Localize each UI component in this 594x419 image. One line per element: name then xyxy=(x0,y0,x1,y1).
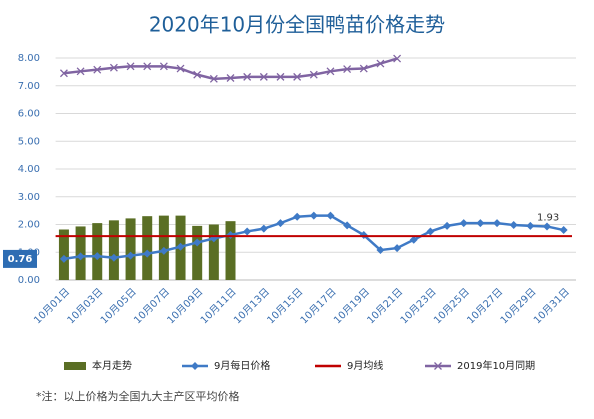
point xyxy=(276,219,285,228)
chart-title: 2020年10月份全国鸭苗价格走势 xyxy=(149,13,445,37)
point xyxy=(76,252,85,261)
point xyxy=(393,54,402,63)
point xyxy=(443,221,452,230)
y-tick-label: 3.00 xyxy=(18,192,40,203)
bar xyxy=(125,218,136,280)
point xyxy=(126,251,135,260)
legend-label: 本月走势 xyxy=(92,359,132,372)
point xyxy=(434,362,442,370)
point xyxy=(309,70,318,79)
legend-label: 2019年10月同期 xyxy=(457,359,535,372)
y-tick-label: 4.00 xyxy=(18,164,40,175)
point xyxy=(93,65,102,74)
point xyxy=(59,254,68,263)
y-tick-label: 7.00 xyxy=(18,81,40,92)
point xyxy=(293,212,302,221)
point xyxy=(109,253,118,262)
legend-label: 9月每日价格 xyxy=(214,359,270,372)
point xyxy=(393,244,402,253)
point xyxy=(193,70,202,79)
point xyxy=(226,74,235,82)
point xyxy=(459,219,468,228)
data-label: 1.93 xyxy=(537,212,559,223)
bar xyxy=(58,229,69,280)
legend-swatch xyxy=(64,362,86,370)
bar xyxy=(208,224,219,280)
point xyxy=(343,65,352,74)
point xyxy=(426,227,435,236)
bar xyxy=(192,225,203,280)
y-tick-label: 2.00 xyxy=(18,220,40,231)
point xyxy=(526,221,535,230)
point xyxy=(176,64,185,73)
point xyxy=(476,219,485,228)
bar xyxy=(92,223,103,280)
point xyxy=(176,242,185,251)
y-tick-label: 5.00 xyxy=(18,136,40,147)
point xyxy=(359,64,368,73)
point xyxy=(126,62,135,71)
data-label-box xyxy=(3,249,37,268)
point xyxy=(293,72,302,81)
point xyxy=(309,211,318,220)
point xyxy=(543,222,552,231)
y-tick-label: 6.00 xyxy=(18,109,40,120)
point xyxy=(243,72,252,81)
point xyxy=(259,72,268,81)
point xyxy=(109,63,118,72)
point xyxy=(343,221,352,230)
point xyxy=(326,67,335,76)
point xyxy=(209,74,218,83)
point xyxy=(376,246,385,255)
point xyxy=(59,69,68,78)
y-tick-label: 8.00 xyxy=(18,53,40,64)
point xyxy=(193,238,202,247)
point xyxy=(259,224,268,233)
y-tick-label: 0.00 xyxy=(18,275,40,286)
footnote: *注：以上价格为全国九大主产区平均价格 xyxy=(36,389,240,403)
bar xyxy=(142,216,153,280)
point xyxy=(143,249,152,258)
point xyxy=(143,62,152,71)
point xyxy=(409,235,418,244)
bar xyxy=(108,220,119,280)
point xyxy=(559,226,568,235)
point xyxy=(159,246,168,255)
point xyxy=(276,72,285,81)
point xyxy=(76,67,85,76)
point xyxy=(376,59,385,68)
x-tick-label: 10月31日 xyxy=(531,286,572,327)
bar xyxy=(225,221,236,280)
data-label: 0.76 xyxy=(8,254,33,265)
point xyxy=(159,62,168,71)
point xyxy=(326,211,335,220)
point xyxy=(243,227,252,236)
point xyxy=(493,219,502,228)
point xyxy=(191,362,199,370)
point xyxy=(509,221,518,230)
legend-label: 9月均线 xyxy=(347,359,383,372)
point xyxy=(93,252,102,261)
